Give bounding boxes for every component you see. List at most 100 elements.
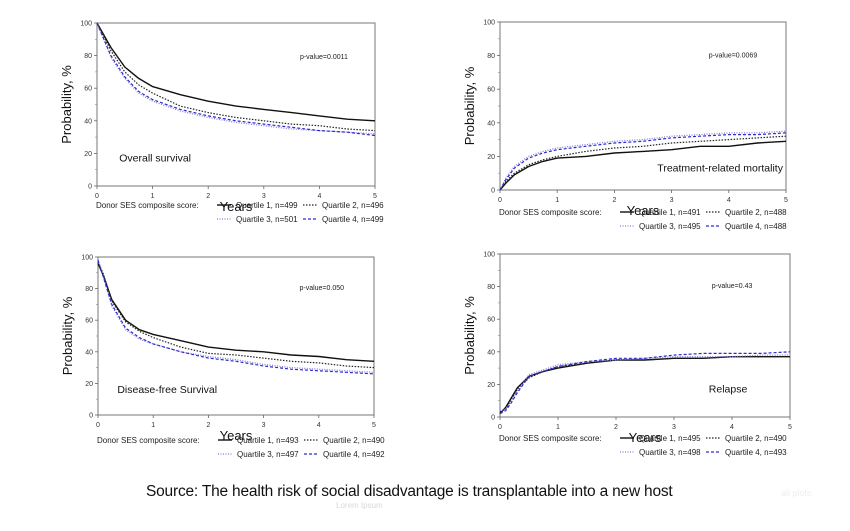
y-tick-label: 100 [483, 20, 495, 27]
series-line-quartile-3 [499, 354, 790, 412]
y-tick-label: 80 [487, 53, 495, 60]
legend-label-quartile-1: Quartile 1, n=491 [639, 208, 701, 217]
legend-label-quartile-3: Quartile 3, n=498 [639, 448, 701, 457]
chart-title: Treatment-related mortality [657, 163, 783, 175]
x-tick-label: 1 [555, 197, 559, 204]
chart-svg: 0 20 40 60 80 100 0 1 2 3 4 5 Probability, % Years Ove… [59, 21, 384, 225]
series-line-quartile-4 [97, 260, 375, 375]
y-tick-label: 0 [491, 415, 495, 422]
series-line-quartile-2 [97, 261, 375, 369]
y-tick-label: 40 [84, 118, 92, 125]
x-axis-label: Years [220, 199, 253, 214]
legend-label-quartile-3: Quartile 3, n=497 [237, 450, 299, 459]
x-tick-label: 4 [317, 193, 321, 200]
x-tick-label: 4 [317, 422, 321, 429]
chart-title: Relapse [709, 384, 748, 396]
chart-svg: 0 20 40 60 80 100 0 1 2 3 4 5 Probability, % Years Dis… [60, 255, 385, 460]
x-tick-label: 5 [372, 422, 376, 429]
y-tick-label: 20 [487, 154, 495, 161]
series-line-quartile-2 [499, 356, 790, 413]
legend-title: Donor SES composite score: [499, 434, 602, 443]
y-tick-label: 20 [85, 381, 93, 388]
faint-text: all plots [781, 488, 812, 498]
series-line-quartile-4 [499, 132, 787, 191]
x-tick-label: 2 [612, 197, 616, 204]
chart-title: Disease-free Survival [117, 384, 217, 396]
y-tick-label: 80 [85, 286, 93, 293]
x-tick-label: 3 [670, 197, 674, 204]
y-tick-label: 60 [84, 86, 92, 93]
legend-label-quartile-1: Quartile 1, n=495 [639, 434, 701, 443]
x-tick-label: 5 [788, 424, 792, 431]
p-value-label: p-value=0.0011 [300, 54, 348, 61]
y-tick-label: 100 [483, 252, 495, 259]
x-tick-label: 3 [262, 422, 266, 429]
x-tick-label: 5 [373, 193, 377, 200]
y-tick-label: 100 [80, 21, 92, 28]
series-line-quartile-1 [96, 22, 376, 122]
series-line-quartile-2 [96, 22, 376, 132]
p-value-label: p-value=0.050 [299, 285, 344, 292]
y-tick-label: 40 [85, 349, 93, 356]
legend-label-quartile-4: Quartile 4, n=492 [323, 450, 385, 459]
legend-label-quartile-2: Quartile 2, n=488 [725, 208, 787, 217]
x-axis-label: Years [627, 203, 660, 218]
y-tick-label: 20 [84, 151, 92, 158]
y-tick-label: 60 [487, 317, 495, 324]
chart-panel-treatment-related-mortality: 0 20 40 60 80 100 0 1 2 3 4 5 Probability, % Years Tre… [440, 10, 840, 250]
chart-panel-disease-free-survival: 0 20 40 60 80 100 0 1 2 3 4 5 Probability, % Years Dis… [40, 250, 440, 490]
x-tick-label: 2 [206, 193, 210, 200]
y-axis-label: Probability, % [60, 296, 75, 375]
legend-title: Donor SES composite score: [97, 436, 200, 445]
series-line-quartile-3 [499, 130, 787, 191]
y-tick-label: 60 [85, 318, 93, 325]
y-tick-label: 40 [487, 120, 495, 127]
source-caption: Source: The health risk of social disadv… [146, 483, 673, 500]
legend-label-quartile-2: Quartile 2, n=496 [322, 201, 384, 210]
legend-label-quartile-1: Quartile 1, n=499 [236, 201, 298, 210]
x-tick-label: 4 [730, 424, 734, 431]
y-tick-label: 40 [487, 349, 495, 356]
y-tick-label: 0 [88, 184, 92, 191]
x-tick-label: 0 [95, 193, 99, 200]
legend-label-quartile-3: Quartile 3, n=495 [639, 222, 701, 231]
series-line-quartile-4 [499, 351, 791, 415]
legend-label-quartile-4: Quartile 4, n=499 [322, 215, 384, 224]
y-tick-label: 100 [81, 255, 93, 262]
x-tick-label: 0 [498, 197, 502, 204]
y-axis-label: Probability, % [462, 296, 477, 375]
legend-label-quartile-2: Quartile 2, n=490 [725, 434, 787, 443]
series-line-quartile-4 [96, 22, 376, 137]
y-tick-label: 20 [487, 382, 495, 389]
x-axis-label: Years [629, 430, 662, 445]
x-tick-label: 1 [151, 422, 155, 429]
y-axis-label: Probability, % [59, 65, 74, 144]
legend-label-quartile-2: Quartile 2, n=490 [323, 436, 385, 445]
chart-panel-overall-survival: 0 20 40 60 80 100 0 1 2 3 4 5 Probability, % Years Ove… [40, 10, 440, 250]
y-tick-label: 80 [487, 284, 495, 291]
y-tick-label: 80 [84, 53, 92, 60]
series-line-quartile-2 [499, 135, 787, 191]
x-tick-label: 5 [784, 197, 788, 204]
y-tick-label: 0 [491, 188, 495, 195]
p-value-label: p-value=0.0069 [709, 52, 758, 59]
legend-label-quartile-4: Quartile 4, n=488 [725, 222, 787, 231]
chart-svg: 0 20 40 60 80 100 0 1 2 3 4 5 Probability, % Years Tre… [462, 20, 788, 232]
legend-label-quartile-4: Quartile 4, n=493 [725, 448, 787, 457]
x-tick-label: 3 [262, 193, 266, 200]
legend-title: Donor SES composite score: [96, 201, 199, 210]
x-tick-label: 1 [151, 193, 155, 200]
chart-svg: 0 20 40 60 80 100 0 1 2 3 4 5 Probability, % Years Rel… [462, 252, 792, 458]
x-tick-label: 2 [614, 424, 618, 431]
series-line-quartile-1 [499, 140, 787, 191]
chart-panel-relapse: 0 20 40 60 80 100 0 1 2 3 4 5 Probability, % Years Rel… [440, 245, 840, 485]
legend-label-quartile-1: Quartile 1, n=493 [237, 436, 299, 445]
chart-title: Overall survival [119, 153, 191, 165]
watermark-text: Lorem Ipsum [336, 501, 383, 510]
x-tick-label: 0 [498, 424, 502, 431]
y-axis-label: Probability, % [462, 66, 477, 145]
y-tick-label: 0 [89, 413, 93, 420]
legend-label-quartile-3: Quartile 3, n=501 [236, 215, 298, 224]
y-tick-label: 60 [487, 87, 495, 94]
x-tick-label: 4 [727, 197, 731, 204]
